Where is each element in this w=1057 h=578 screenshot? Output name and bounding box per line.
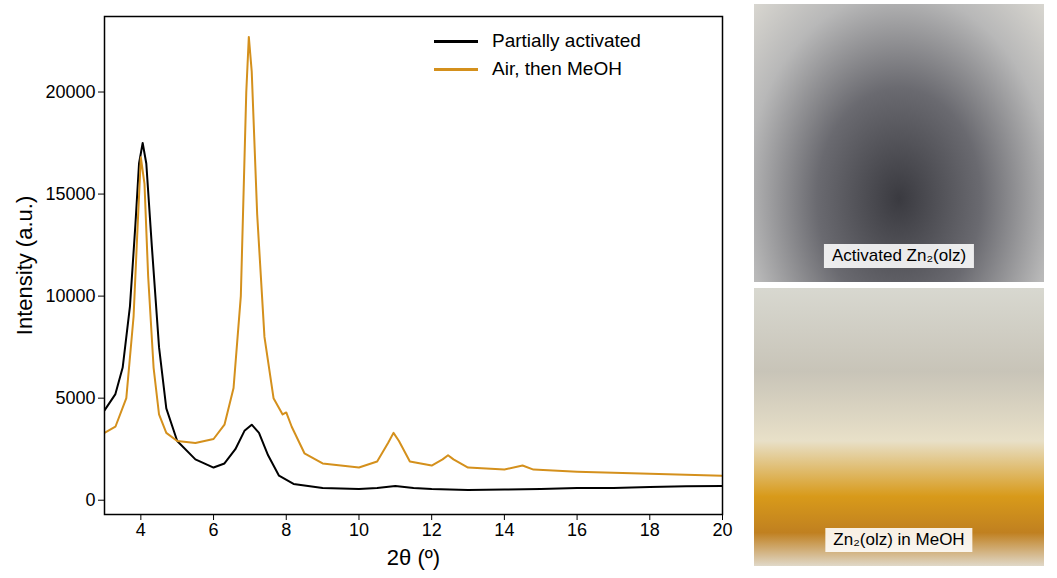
svg-text:2θ (º): 2θ (º) (387, 545, 440, 570)
svg-text:4: 4 (136, 520, 146, 540)
html-text:Air, then MeOH: Air, then MeOH (492, 58, 622, 79)
svg-text:Intensity (a.u.): Intensity (a.u.) (12, 196, 37, 335)
svg-text:6: 6 (209, 520, 219, 540)
svg-text:20: 20 (712, 520, 732, 540)
html-text:Activated Zn₂(olz): Activated Zn₂(olz) (831, 246, 967, 265)
svg-text:12: 12 (422, 520, 442, 540)
svg-text:0: 0 (85, 490, 95, 510)
svg-text:18: 18 (640, 520, 660, 540)
html-text:Zn₂(olz) in MeOH: Zn₂(olz) in MeOH (833, 530, 965, 549)
svg-text:5000: 5000 (55, 388, 95, 408)
svg-text:16: 16 (567, 520, 587, 540)
svg-text:10000: 10000 (45, 286, 95, 306)
svg-text:14: 14 (494, 520, 514, 540)
svg-text:10: 10 (349, 520, 369, 540)
svg-text:20000: 20000 (45, 82, 95, 102)
svg-text:8: 8 (281, 520, 291, 540)
html-text:Partially activated: Partially activated (492, 30, 641, 51)
svg-text:15000: 15000 (45, 184, 95, 204)
